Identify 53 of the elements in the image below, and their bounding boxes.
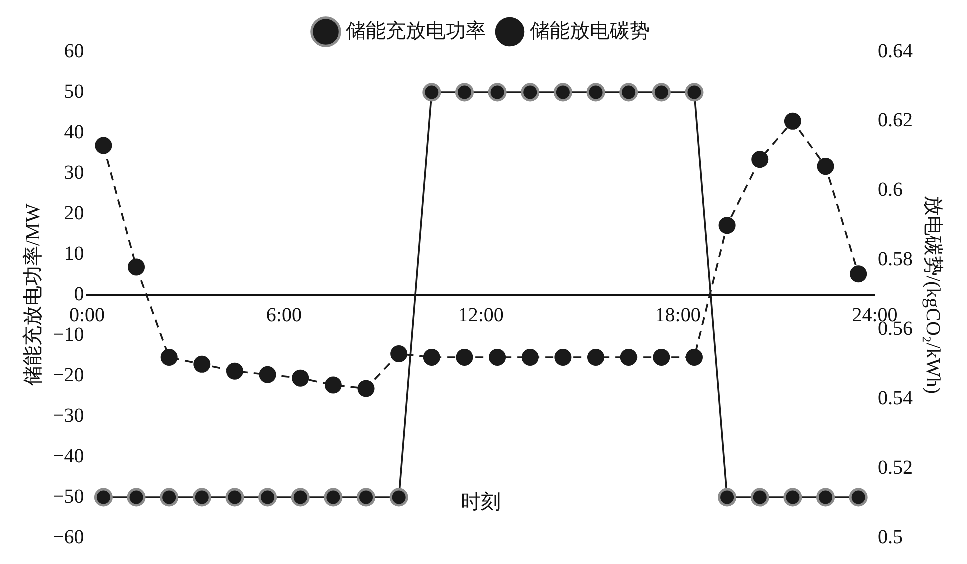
y2-tick-label: 0.54 xyxy=(878,387,913,410)
point xyxy=(489,348,506,366)
point xyxy=(259,366,276,384)
y-tick-label: −60 xyxy=(53,526,84,548)
y-tick-label: 20 xyxy=(64,202,84,224)
point xyxy=(390,346,408,363)
point xyxy=(522,348,539,366)
point xyxy=(620,348,638,366)
y2-tick-label: 0.64 xyxy=(878,40,913,62)
x-tick-label: 18:00 xyxy=(655,304,701,326)
y2-tick-label: 0.52 xyxy=(878,456,913,479)
point xyxy=(128,258,146,276)
point xyxy=(95,137,112,154)
point xyxy=(358,380,375,398)
y-tick-label: 40 xyxy=(64,121,84,144)
x-tick-label: 0:00 xyxy=(70,304,106,326)
point xyxy=(554,348,572,366)
point xyxy=(784,112,802,130)
point xyxy=(653,348,670,366)
point xyxy=(292,370,310,387)
x-tick-label: 12:00 xyxy=(458,304,504,326)
legend-label: 储能放电碳势 xyxy=(530,20,650,42)
point xyxy=(456,348,474,366)
y-tick-label: −20 xyxy=(53,364,84,386)
y-axis-title: 储能充放电功率/MW xyxy=(22,204,44,386)
point xyxy=(817,158,834,176)
y2-axis-title: 放电碳势/(kgCO₂/kWh) xyxy=(922,196,944,394)
y2-tick-label: 0.58 xyxy=(878,248,913,271)
y-tick-label: −40 xyxy=(53,445,84,468)
y-tick-label: 60 xyxy=(64,40,84,62)
point xyxy=(423,348,440,366)
x-axis-title: 时刻 xyxy=(461,491,502,514)
y-tick-label: −50 xyxy=(53,486,84,508)
point xyxy=(194,356,211,373)
y-tick-label: 50 xyxy=(64,80,84,103)
y-tick-label: −30 xyxy=(53,404,84,427)
point xyxy=(752,151,769,168)
point xyxy=(324,376,342,394)
y2-tick-label: 0.62 xyxy=(878,110,913,132)
point xyxy=(226,362,244,380)
point xyxy=(850,266,868,283)
y-tick-label: 30 xyxy=(64,162,84,184)
x-tick-label: 6:00 xyxy=(266,304,302,326)
point xyxy=(588,348,605,366)
y-tick-label: 0 xyxy=(74,283,84,306)
y2-tick-label: 0.5 xyxy=(878,526,903,548)
point xyxy=(160,348,178,366)
y-tick-label: −10 xyxy=(53,324,84,346)
point xyxy=(718,217,736,234)
y-tick-label: 10 xyxy=(64,242,84,265)
point xyxy=(686,348,703,366)
y2-tick-label: 0.6 xyxy=(878,179,903,202)
legend-label: 储能充放电功率 xyxy=(346,20,486,42)
